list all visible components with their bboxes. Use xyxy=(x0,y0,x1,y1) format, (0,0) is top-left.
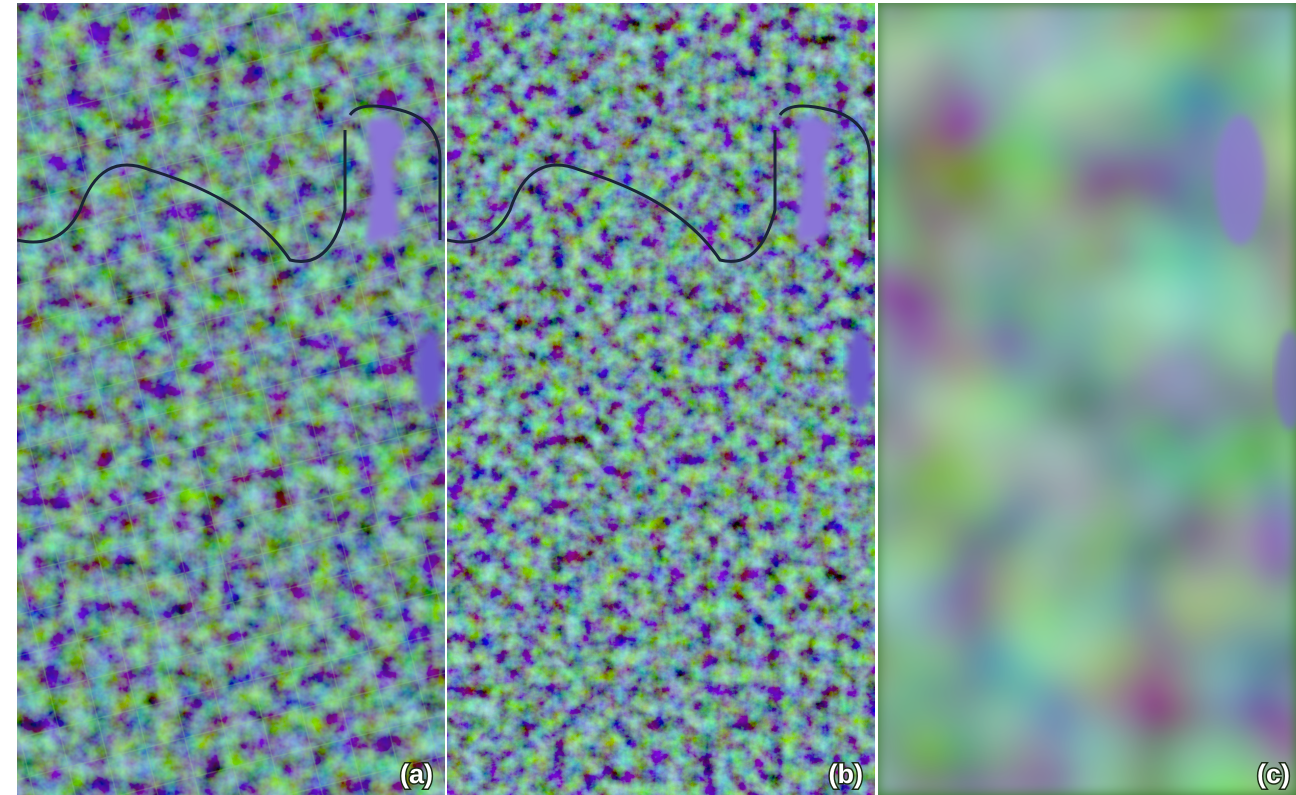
panel-label: (b) xyxy=(829,759,863,789)
panel-label: (a) xyxy=(400,759,433,789)
page: (a) (b) (c) (() => { const data = JSON.p… xyxy=(0,0,1296,795)
panel-label: (c) xyxy=(1257,759,1290,789)
figure: (a) (b) (c) xyxy=(0,0,1296,795)
panel-c xyxy=(878,3,1296,795)
panel-a xyxy=(17,3,445,795)
